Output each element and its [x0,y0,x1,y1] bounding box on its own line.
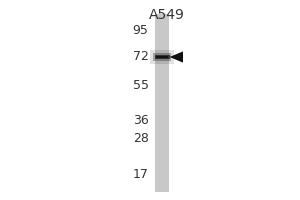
Text: 72: 72 [133,50,148,64]
Text: 17: 17 [133,168,148,180]
Bar [154,55,169,59]
Text: 55: 55 [133,79,148,92]
Polygon shape [169,51,183,63]
Text: 36: 36 [133,114,148,128]
Text: 95: 95 [133,24,148,38]
Bar [156,56,168,58]
Bar [150,50,174,64]
Text: 28: 28 [133,132,148,146]
Text: A549: A549 [148,8,184,22]
Bar [153,53,171,61]
Bar [154,14,169,192]
